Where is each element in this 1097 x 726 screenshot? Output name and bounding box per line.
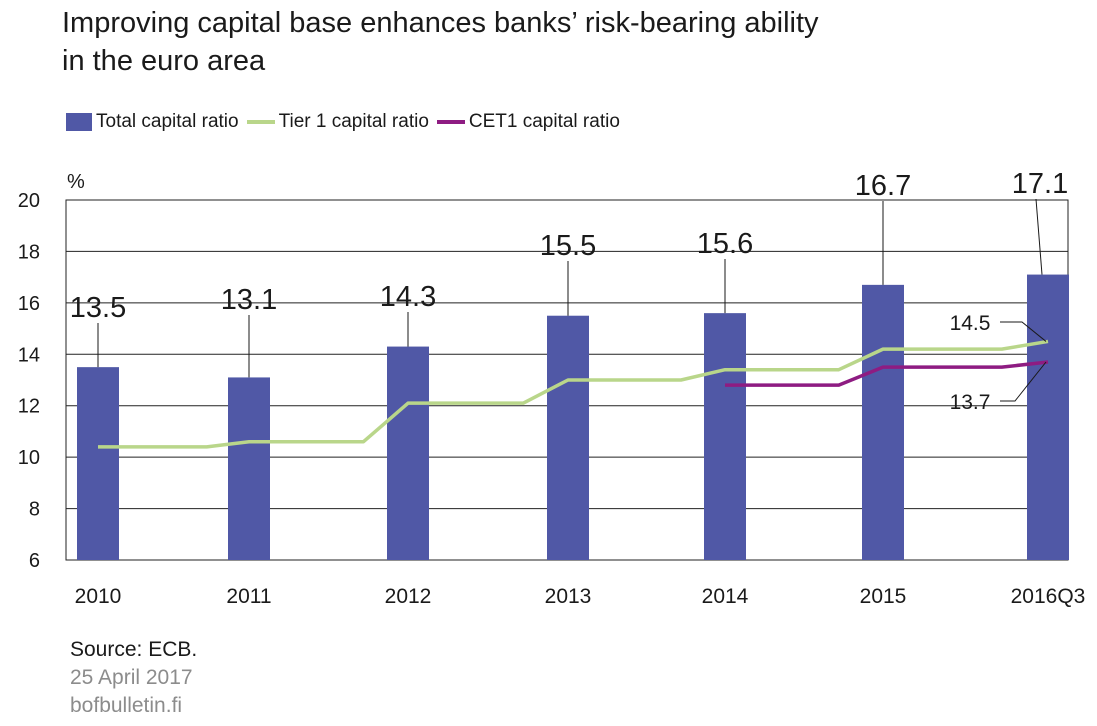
bar-value-label: 13.5 [70, 292, 126, 324]
x-tick-label: 2013 [545, 585, 592, 608]
bar-total-capital [228, 377, 270, 560]
publication-date: 25 April 2017 [70, 666, 193, 689]
legend-item-cet1: CET1 capital ratio [436, 111, 620, 133]
x-tick-label: 2011 [226, 585, 271, 608]
bar-total-capital [1027, 274, 1069, 560]
y-tick-label: 6 [29, 550, 40, 572]
chart-title-line-1: Improving capital base enhances banks’ r… [62, 7, 819, 39]
chart-title-line-2: in the euro area [62, 45, 266, 77]
tier1-end-label-leader [1000, 321, 1047, 342]
bar-total-capital [547, 315, 589, 560]
tier1-end-label: 14.5 [950, 312, 991, 335]
y-tick-label: 20 [18, 190, 40, 212]
legend-swatch-total [66, 113, 92, 131]
y-tick-label: 10 [18, 447, 40, 469]
bar-value-label: 14.3 [380, 281, 436, 313]
bar-total-capital [704, 313, 746, 560]
x-tick-label: 2016Q3 [1011, 585, 1086, 608]
bar-value-label: 15.5 [540, 230, 596, 262]
legend-label-total: Total capital ratio [96, 111, 239, 132]
chart: 6 8 10 12 14 16 18 20% 13.5 13.1 14.3 15.5 15.6 16.7 1… [18, 168, 1086, 608]
bar-total-capital [387, 346, 429, 560]
y-tick-label: 12 [18, 396, 40, 418]
chart-title: Improving capital base enhances banks’ r… [62, 4, 1022, 80]
legend-swatch-tier1 [246, 120, 275, 124]
cet1-end-label-leader [1000, 361, 1047, 402]
cet1-end-label: 13.7 [950, 391, 991, 414]
bar-label-leader [1035, 198, 1043, 275]
bar-value-label: 16.7 [855, 170, 911, 202]
legend-item-total: Total capital ratio [66, 111, 239, 133]
x-tick-label: 2014 [702, 585, 749, 608]
x-tick-label: 2012 [385, 585, 432, 608]
legend: Total capital ratio Tier 1 capital ratio… [66, 109, 628, 135]
x-tick-label: 2015 [860, 585, 907, 608]
y-tick-label: 16 [18, 293, 40, 315]
legend-item-tier1: Tier 1 capital ratio [246, 111, 429, 133]
legend-swatch-cet1 [436, 120, 465, 124]
bar-value-label: 15.6 [697, 228, 753, 260]
bar-total-capital [862, 284, 904, 560]
bar-value-label: 17.1 [1012, 168, 1068, 200]
y-tick-label: 14 [18, 344, 40, 366]
y-tick-label: 8 [29, 499, 40, 521]
footer: Source: ECB. 25 April 2017 bofbulletin.f… [70, 636, 197, 720]
publication-site: bofbulletin.fi [70, 694, 183, 717]
legend-label-cet1: CET1 capital ratio [468, 111, 620, 132]
x-tick-label: 2010 [75, 585, 122, 608]
bar-value-label: 13.1 [221, 284, 277, 316]
y-tick-label: 18 [18, 241, 40, 263]
bar-total-capital [77, 367, 119, 560]
source-note: Source: ECB. [70, 638, 198, 661]
y-axis-label: % [67, 171, 85, 193]
legend-label-tier1: Tier 1 capital ratio [278, 111, 429, 132]
